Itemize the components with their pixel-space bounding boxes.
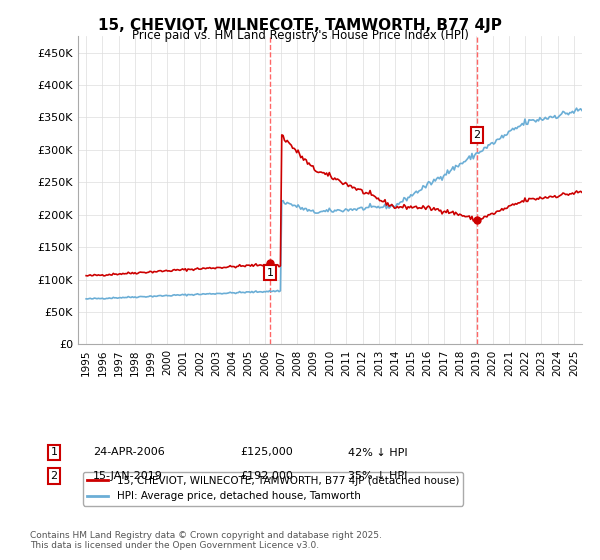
Legend: 15, CHEVIOT, WILNECOTE, TAMWORTH, B77 4JP (detached house), HPI: Average price, : 15, CHEVIOT, WILNECOTE, TAMWORTH, B77 4J… <box>83 472 463 506</box>
Text: 1: 1 <box>50 447 58 458</box>
Text: 15-JAN-2019: 15-JAN-2019 <box>93 471 163 481</box>
Text: Price paid vs. HM Land Registry's House Price Index (HPI): Price paid vs. HM Land Registry's House … <box>131 29 469 42</box>
Text: Contains HM Land Registry data © Crown copyright and database right 2025.
This d: Contains HM Land Registry data © Crown c… <box>30 530 382 550</box>
Text: 35% ↓ HPI: 35% ↓ HPI <box>348 471 407 481</box>
Text: 2: 2 <box>473 130 481 140</box>
Text: 24-APR-2006: 24-APR-2006 <box>93 447 165 458</box>
Text: £125,000: £125,000 <box>240 447 293 458</box>
Text: 1: 1 <box>266 268 274 278</box>
Text: 42% ↓ HPI: 42% ↓ HPI <box>348 447 407 458</box>
Text: 2: 2 <box>50 471 58 481</box>
Text: £192,000: £192,000 <box>240 471 293 481</box>
Text: 15, CHEVIOT, WILNECOTE, TAMWORTH, B77 4JP: 15, CHEVIOT, WILNECOTE, TAMWORTH, B77 4J… <box>98 18 502 33</box>
